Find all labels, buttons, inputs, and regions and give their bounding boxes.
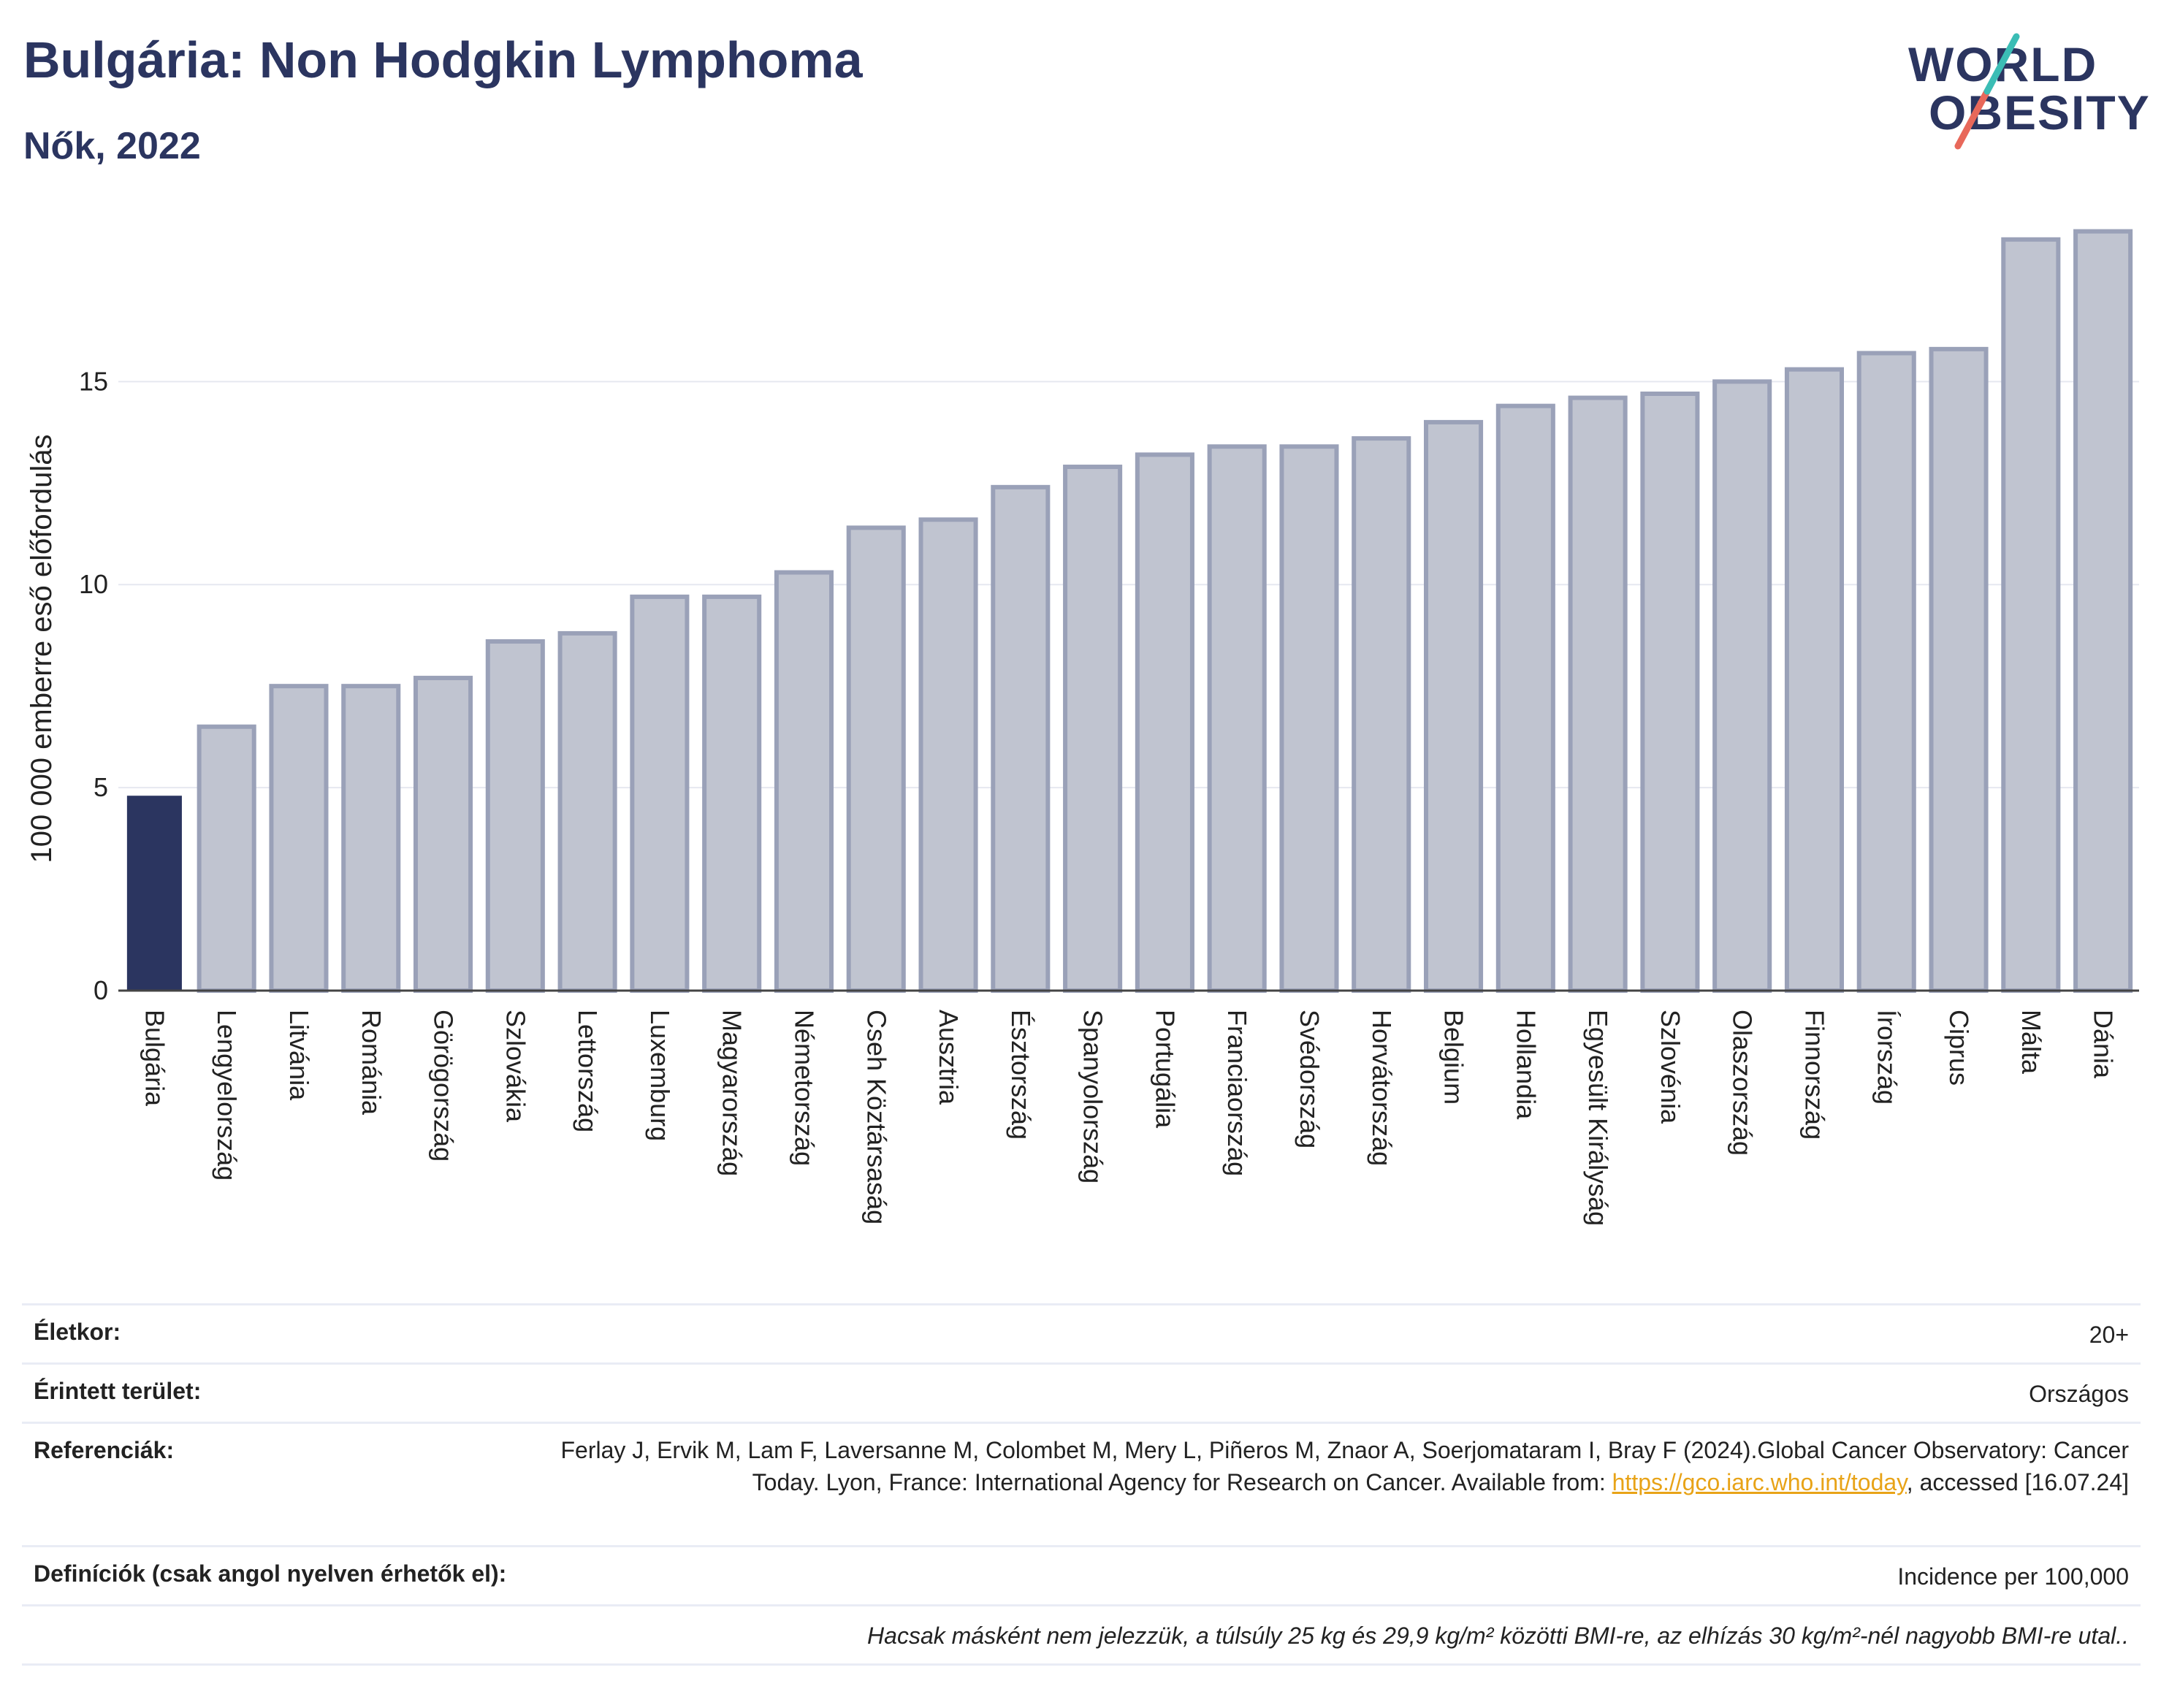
bar — [126, 796, 182, 991]
bar — [1207, 444, 1267, 993]
references-text: Ferlay J, Ervik M, Lam F, Laversanne M, … — [560, 1437, 2129, 1495]
bar — [991, 484, 1051, 993]
references-value: Ferlay J, Ervik M, Lam F, Laversanne M, … — [522, 1434, 2129, 1498]
y-tick-label: 0 — [94, 975, 108, 1005]
references-link[interactable]: https://gco.iarc.who.int/today — [1612, 1469, 1907, 1495]
bar — [485, 639, 545, 993]
x-tick-label: Németország — [789, 1010, 819, 1166]
info-row-note: Hacsak másként nem jelezzük, a túlsúly 2… — [22, 1604, 2141, 1666]
x-tick-label: Észtország — [1006, 1010, 1036, 1140]
x-tick-label: Lengyelország — [212, 1010, 242, 1181]
bar — [1929, 346, 1989, 993]
x-tick-label: Horvátország — [1367, 1010, 1397, 1166]
bar — [341, 684, 401, 993]
x-tick-label: Magyarország — [717, 1010, 747, 1176]
bar — [2001, 237, 2061, 994]
x-tick-label: Görögország — [429, 1010, 459, 1162]
x-tick-label: Spanyolország — [1078, 1010, 1108, 1183]
x-tick-label: Luxemburg — [645, 1010, 675, 1141]
world-obesity-logo: WORLD OBESITY — [1907, 29, 2149, 153]
bar — [630, 594, 690, 993]
x-tick-label: Olaszország — [1728, 1010, 1758, 1156]
y-tick-label: 10 — [79, 569, 108, 599]
x-tick-label: Dánia — [2089, 1010, 2119, 1079]
bar — [269, 684, 329, 993]
x-tick-label: Bulgária — [140, 1010, 169, 1107]
bar — [1712, 379, 1772, 993]
area-label: Érintett terület: — [34, 1378, 202, 1404]
x-tick-label: Lettország — [573, 1010, 603, 1132]
area-value: Országos — [2029, 1381, 2129, 1407]
x-tick-label: Belgium — [1439, 1010, 1469, 1105]
x-tick-label: Málta — [2016, 1010, 2046, 1075]
x-tick-label: Ciprus — [1944, 1010, 1974, 1086]
bar — [702, 594, 762, 993]
bar — [197, 724, 256, 993]
x-tick-label: Románia — [357, 1010, 386, 1116]
x-tick-label: Litvánia — [284, 1010, 314, 1101]
bar — [1568, 395, 1628, 993]
info-row-area: Érintett terület: Országos — [22, 1362, 2141, 1422]
bar — [557, 630, 617, 993]
x-tick-label: Hollandia — [1511, 1010, 1541, 1120]
references-text-end: , accessed [16.07.24] — [1906, 1469, 2129, 1495]
bar — [1135, 452, 1194, 993]
logo-slash-icon — [1954, 33, 2020, 150]
bar — [1495, 403, 1555, 993]
definitions-label: Definíciók (csak angol nyelven érhetők e… — [34, 1560, 507, 1587]
bar — [1640, 391, 1700, 993]
bar — [1352, 436, 1411, 993]
y-tick-label: 15 — [79, 366, 108, 396]
chart-title: Bulgária: Non Hodgkin Lymphoma — [23, 31, 863, 88]
x-tick-label: Portugália — [1150, 1010, 1180, 1129]
x-tick-label: Szlovákia — [500, 1010, 530, 1123]
age-value: 20+ — [2089, 1322, 2129, 1348]
bmi-note: Hacsak másként nem jelezzük, a túlsúly 2… — [867, 1623, 2129, 1649]
bar — [2073, 229, 2133, 993]
references-label: Referenciák: — [34, 1437, 175, 1463]
chart-subtitle: Nők, 2022 — [23, 125, 201, 167]
info-row-references: Referenciák: Ferlay J, Ervik M, Lam F, L… — [22, 1422, 2141, 1545]
x-tick-label: Finnország — [1799, 1010, 1829, 1140]
x-tick-label: Egyesült Királyság — [1583, 1010, 1613, 1226]
bar — [413, 676, 473, 993]
bar — [918, 517, 978, 993]
x-tick-label: Ausztria — [934, 1010, 964, 1105]
bar — [1856, 351, 1916, 993]
definitions-value: Incidence per 100,000 — [1897, 1563, 2129, 1590]
bar-chart: 0 5 10 15 100 000 emberre eső előfordulás Bul… — [26, 229, 2139, 1226]
info-table: Életkor: 20+ Érintett terület: Országos … — [22, 1303, 2141, 1666]
info-row-definitions: Definíciók (csak angol nyelven érhetők e… — [22, 1545, 2141, 1604]
bar — [1063, 465, 1123, 993]
age-label: Életkor: — [34, 1319, 121, 1345]
bar — [1423, 419, 1484, 993]
bar — [774, 570, 834, 993]
x-tick-label: Szlovénia — [1655, 1010, 1685, 1124]
info-row-age: Életkor: 20+ — [22, 1303, 2141, 1362]
x-tick-label: Írország — [1872, 1010, 1902, 1105]
x-tick-label: Svédország — [1295, 1010, 1325, 1148]
bar — [846, 525, 906, 993]
y-axis-label: 100 000 emberre eső előfordulás — [26, 434, 58, 863]
x-tick-label: Franciaország — [1222, 1010, 1252, 1176]
bar — [1784, 367, 1845, 994]
bar — [1279, 444, 1339, 993]
y-tick-label: 5 — [94, 772, 108, 802]
x-tick-label: Cseh Köztársaság — [861, 1010, 891, 1224]
